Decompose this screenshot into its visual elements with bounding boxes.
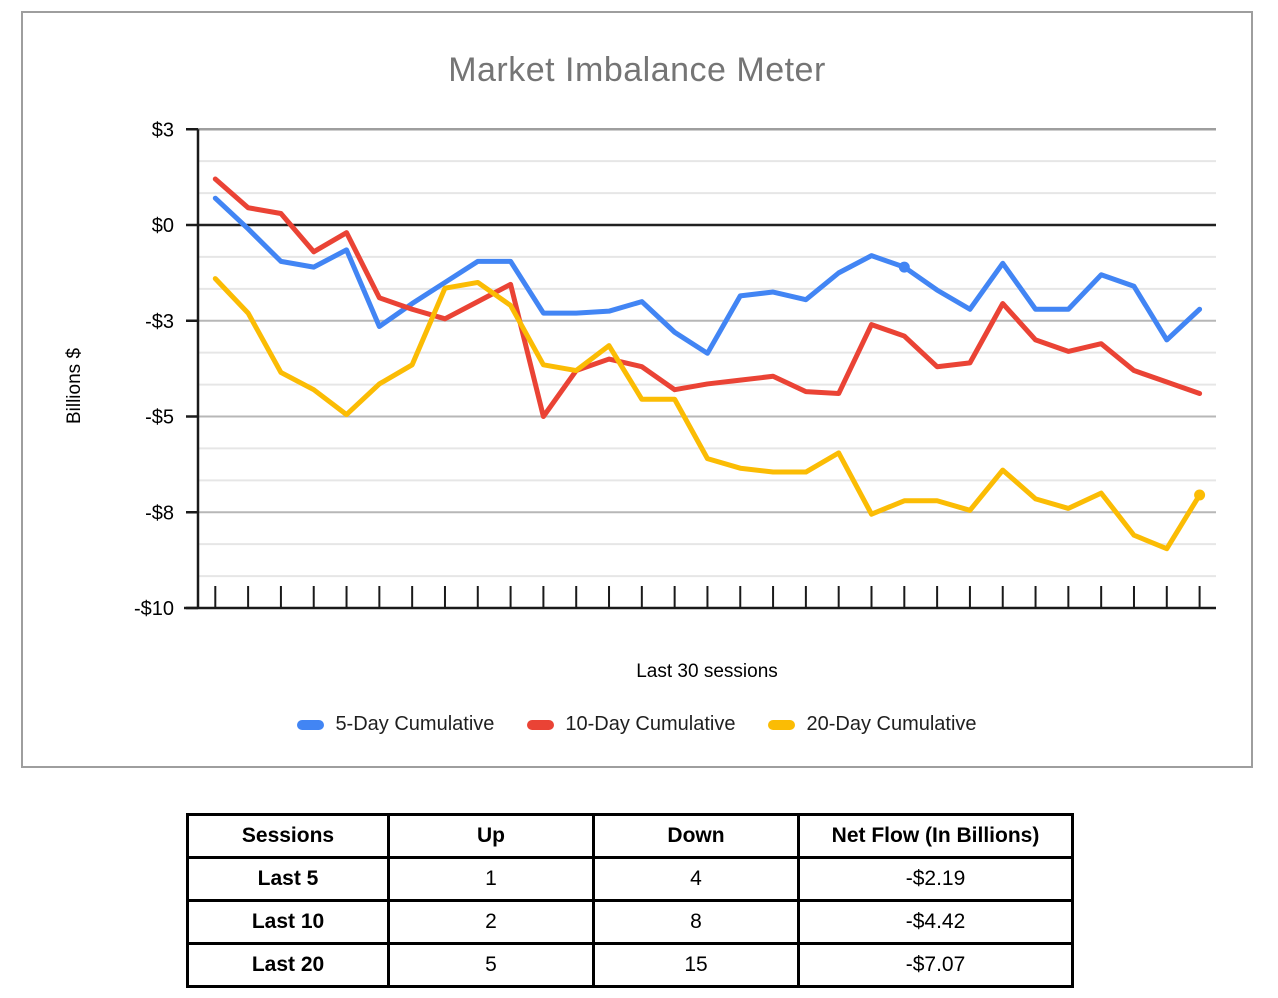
y-tick-label: -$10 — [134, 598, 174, 620]
table-row: Last 5 1 4 -$2.19 — [186, 856, 1074, 902]
legend-label: 10-Day Cumulative — [565, 713, 736, 735]
table-cell: 5 — [387, 942, 595, 988]
legend-swatch-10-day-cumulative — [527, 719, 555, 730]
legend-item-10-day-cumulative: 10-Day Cumulative — [527, 713, 735, 736]
chart-line-10-day-cumulative — [212, 176, 1203, 419]
y-tick-label: -$3 — [145, 311, 174, 333]
legend-swatch-20-day-cumulative — [768, 719, 796, 730]
y-tick-label: $0 — [152, 215, 174, 237]
line-chart: $3 $0 -$3 -$5 -$8 -$10 — [134, 119, 1216, 620]
chart-point-20-day-cumulative — [1194, 489, 1206, 501]
table-cell: -$7.07 — [797, 942, 1074, 988]
chart-legend: 5-Day Cumulative 10-Day Cumulative 20-Day … — [23, 713, 1251, 736]
y-tick-label: -$5 — [145, 407, 174, 429]
summary-table: Sessions Up Down Net Flow (In Billions) Last… — [186, 813, 1074, 988]
table-header-cell: Sessions — [186, 813, 390, 859]
y-axis-title: Billions $ — [64, 347, 85, 425]
legend-label: 20-Day Cumulative — [806, 713, 977, 735]
legend-label: 5-Day Cumulative — [335, 713, 495, 735]
table-cell: 8 — [592, 899, 800, 945]
chart-line-20-day-cumulative — [212, 276, 1203, 552]
table-cell: -$2.19 — [797, 856, 1074, 902]
chart-point-5-day-cumulative — [898, 261, 910, 273]
table-row: Last 20 5 15 -$7.07 — [186, 942, 1074, 988]
y-tick-label: -$8 — [145, 502, 174, 524]
table-cell: 4 — [592, 856, 800, 902]
table-header-row: Sessions Up Down Net Flow (In Billions) — [186, 813, 1074, 859]
table-header-cell: Up — [387, 813, 595, 859]
table-row: Last 10 2 8 -$4.42 — [186, 899, 1074, 945]
y-tick-label: $3 — [152, 119, 174, 141]
table-cell: -$4.42 — [797, 899, 1074, 945]
chart-card: Market Imbalance Meter $3 $0 -$3 -$5 -$8 -$10… — [21, 11, 1253, 768]
table-cell: 15 — [592, 942, 800, 988]
table-row-header-cell: Last 10 — [186, 899, 390, 945]
table-cell: 2 — [387, 899, 595, 945]
legend-swatch-5-day-cumulative — [297, 719, 325, 730]
table-cell: 1 — [387, 856, 595, 902]
x-axis-title: Last 30 sessions — [636, 661, 778, 682]
chart-title: Market Imbalance Meter — [448, 51, 826, 89]
legend-item-5-day-cumulative: 5-Day Cumulative — [297, 713, 494, 736]
chart-line-5-day-cumulative — [212, 195, 1203, 356]
table-header-cell: Net Flow (In Billions) — [797, 813, 1074, 859]
legend-item-20-day-cumulative: 20-Day Cumulative — [768, 713, 977, 736]
table-header-cell: Down — [592, 813, 800, 859]
table-row-header-cell: Last 5 — [186, 856, 390, 902]
table-row-header-cell: Last 20 — [186, 942, 390, 988]
